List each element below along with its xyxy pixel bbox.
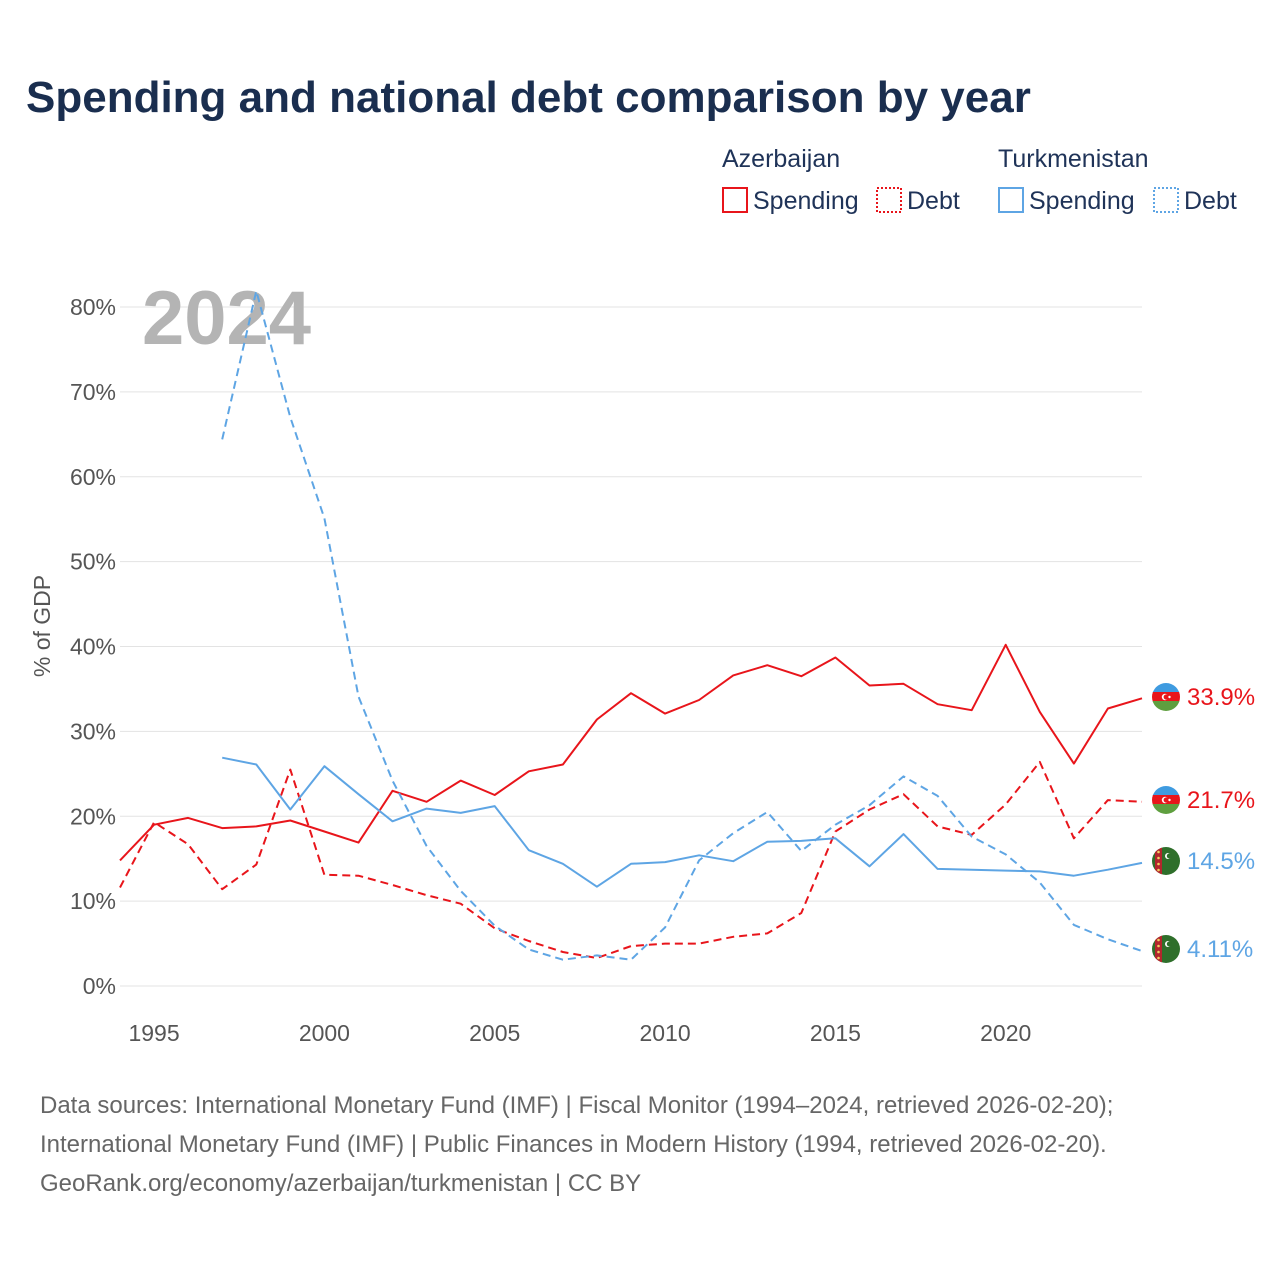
series-line-azerbaijan-debt[interactable] <box>119 760 1143 959</box>
y-tick-label: 50% <box>70 549 116 575</box>
chart-title: Spending and national debt comparison by… <box>26 73 1031 122</box>
legend-label: Debt <box>1184 187 1237 215</box>
x-axis-ticks: 1995 2000 2005 2010 2015 2020 <box>128 1020 1031 1046</box>
legend-swatch-solid <box>722 187 748 213</box>
turkmenistan-flag-icon <box>1152 847 1180 875</box>
legend-group-turkmenistan: Turkmenistan <box>998 145 1149 173</box>
turkmenistan-flag-icon <box>1152 935 1180 963</box>
x-tick-label: 2015 <box>810 1020 861 1046</box>
source-line-1: Data sources: International Monetary Fun… <box>40 1092 1113 1119</box>
y-tick-label: 60% <box>70 464 116 490</box>
y-tick-label: 80% <box>70 294 116 320</box>
end-label-turkmenistan-spending: 14.5% <box>1187 848 1255 875</box>
x-tick-label: 2020 <box>980 1020 1031 1046</box>
legend-label: Spending <box>753 187 859 215</box>
y-tick-label: 70% <box>70 379 116 405</box>
end-label-azerbaijan-spending: 33.9% <box>1187 684 1255 711</box>
azerbaijan-flag-icon <box>1152 683 1180 711</box>
y-tick-label: 30% <box>70 718 116 744</box>
legend-group-azerbaijan: Azerbaijan <box>722 145 840 173</box>
series-line-azerbaijan-spending[interactable] <box>119 643 1143 862</box>
y-tick-label: 0% <box>83 973 116 999</box>
y-axis-ticks: 0% 10% 20% 30% 40% 50% 60% 70% 80% <box>70 294 116 999</box>
y-tick-label: 20% <box>70 803 116 829</box>
x-tick-label: 2005 <box>469 1020 520 1046</box>
y-axis-label: % of GDP <box>29 575 55 677</box>
y-tick-label: 40% <box>70 634 116 660</box>
legend-swatch-dotted <box>1153 187 1179 213</box>
legend-item-turkmenistan-spending[interactable]: Spending <box>998 187 1135 215</box>
y-tick-label: 10% <box>70 888 116 914</box>
azerbaijan-flag-icon <box>1152 786 1180 814</box>
source-line-2: International Monetary Fund (IMF) | Publ… <box>40 1131 1107 1158</box>
legend-label: Spending <box>1029 187 1135 215</box>
legend-item-azerbaijan-spending[interactable]: Spending <box>722 187 859 215</box>
legend-item-azerbaijan-debt[interactable]: Debt <box>876 187 960 215</box>
legend-swatch-dotted <box>876 187 902 213</box>
end-label-turkmenistan-debt: 4.11% <box>1187 936 1253 963</box>
series-line-turkmenistan-spending[interactable] <box>222 756 1143 888</box>
legend-swatch-solid <box>998 187 1024 213</box>
gridlines <box>120 306 1142 987</box>
legend-item-turkmenistan-debt[interactable]: Debt <box>1153 187 1237 215</box>
series-lines <box>119 289 1143 961</box>
legend-label: Debt <box>907 187 960 215</box>
source-link[interactable]: GeoRank.org/economy/azerbaijan/turkmenis… <box>40 1170 641 1197</box>
x-tick-label: 1995 <box>128 1020 179 1046</box>
end-label-azerbaijan-debt: 21.7% <box>1187 787 1255 814</box>
x-tick-label: 2010 <box>639 1020 690 1046</box>
year-watermark: 2024 <box>142 276 311 361</box>
legend: Azerbaijan Spending Debt Turkmenistan Sp… <box>722 145 1237 215</box>
x-tick-label: 2000 <box>299 1020 350 1046</box>
series-line-turkmenistan-debt[interactable] <box>221 289 1143 961</box>
